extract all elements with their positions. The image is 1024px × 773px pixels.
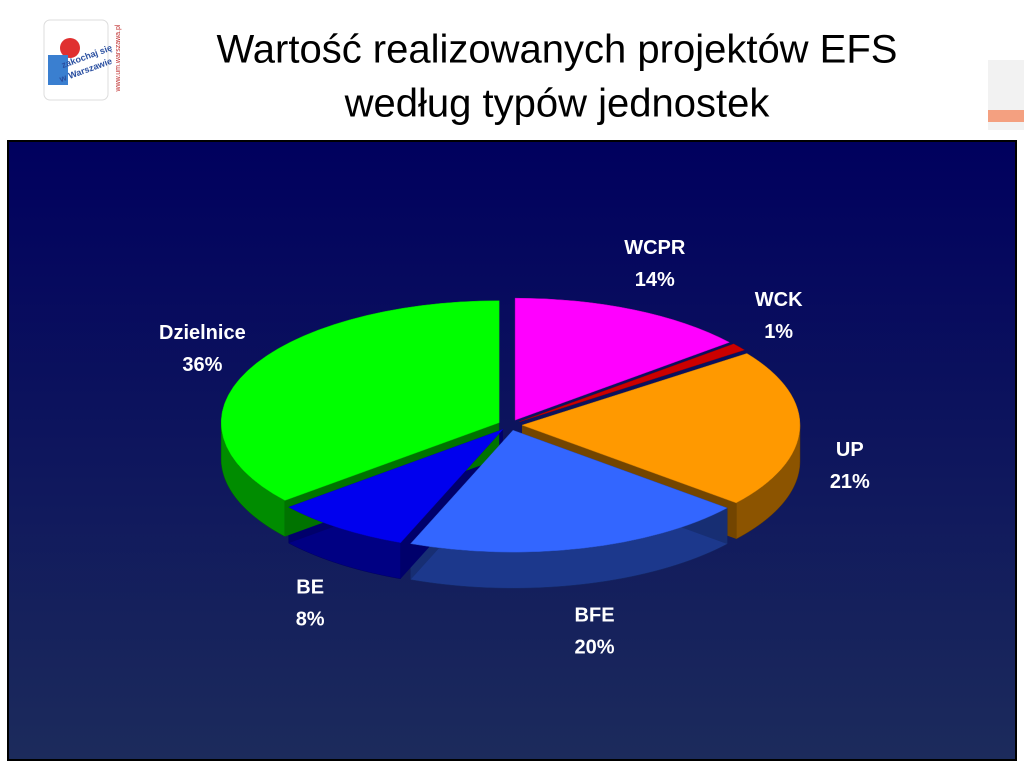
slice-tops <box>220 297 801 553</box>
slice <box>519 343 745 422</box>
value-label: 14% <box>635 269 675 291</box>
pie: WCPR 14% WCK 1% UP 21% BFE 20% BE 8% Dzielnice 36% <box>159 237 870 659</box>
slice <box>410 429 728 553</box>
logo-url: www.um.warszawa.pl <box>115 24 122 92</box>
value-label: 21% <box>830 471 870 493</box>
decoration <box>988 110 1024 122</box>
logo: zakochaj się w Warszawie www.um.warszawa… <box>43 19 122 101</box>
chart-title: według typów jednostek <box>344 82 771 126</box>
slice-label: BE <box>296 576 324 598</box>
chart-title: Wartość realizowanych projektów EFS <box>217 28 898 72</box>
slice <box>514 297 730 421</box>
slice <box>521 353 801 504</box>
slice-label: BFE <box>575 605 615 627</box>
slice-label: UP <box>836 439 864 461</box>
logo-icon <box>48 55 68 85</box>
logo-icon <box>60 38 80 58</box>
value-label: 36% <box>182 354 222 376</box>
value-label: 1% <box>764 321 793 343</box>
value-label: 8% <box>296 608 325 630</box>
slice-label: WCPR <box>624 237 686 259</box>
labels: WCPR 14% WCK 1% UP 21% BFE 20% BE 8% Dzielnice 36% <box>159 237 870 659</box>
slice <box>220 300 500 501</box>
value-label: 20% <box>575 637 615 659</box>
slice <box>288 429 504 544</box>
slice-label: WCK <box>755 289 803 311</box>
slice-label: Dzielnice <box>159 322 246 344</box>
